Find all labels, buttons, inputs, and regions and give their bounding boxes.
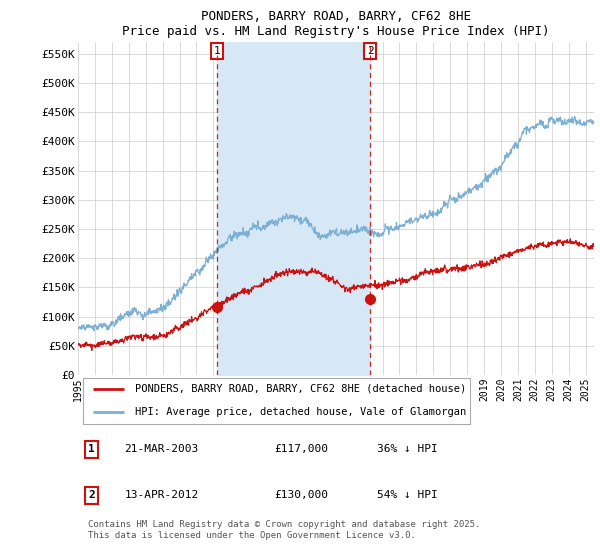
Text: 13-APR-2012: 13-APR-2012 [124,491,199,501]
Text: Contains HM Land Registry data © Crown copyright and database right 2025.
This d: Contains HM Land Registry data © Crown c… [88,520,481,540]
Text: 1: 1 [88,444,95,454]
Text: 1: 1 [214,46,220,56]
Text: £117,000: £117,000 [274,444,328,454]
FancyBboxPatch shape [83,377,470,424]
Text: PONDERS, BARRY ROAD, BARRY, CF62 8HE (detached house): PONDERS, BARRY ROAD, BARRY, CF62 8HE (de… [135,384,466,394]
Text: 21-MAR-2003: 21-MAR-2003 [124,444,199,454]
Text: 2: 2 [367,46,374,56]
Title: PONDERS, BARRY ROAD, BARRY, CF62 8HE
Price paid vs. HM Land Registry's House Pri: PONDERS, BARRY ROAD, BARRY, CF62 8HE Pri… [122,10,550,38]
Text: HPI: Average price, detached house, Vale of Glamorgan: HPI: Average price, detached house, Vale… [135,408,466,417]
Text: £130,000: £130,000 [274,491,328,501]
Text: 2: 2 [88,491,95,501]
Text: 54% ↓ HPI: 54% ↓ HPI [377,491,438,501]
Text: 36% ↓ HPI: 36% ↓ HPI [377,444,438,454]
